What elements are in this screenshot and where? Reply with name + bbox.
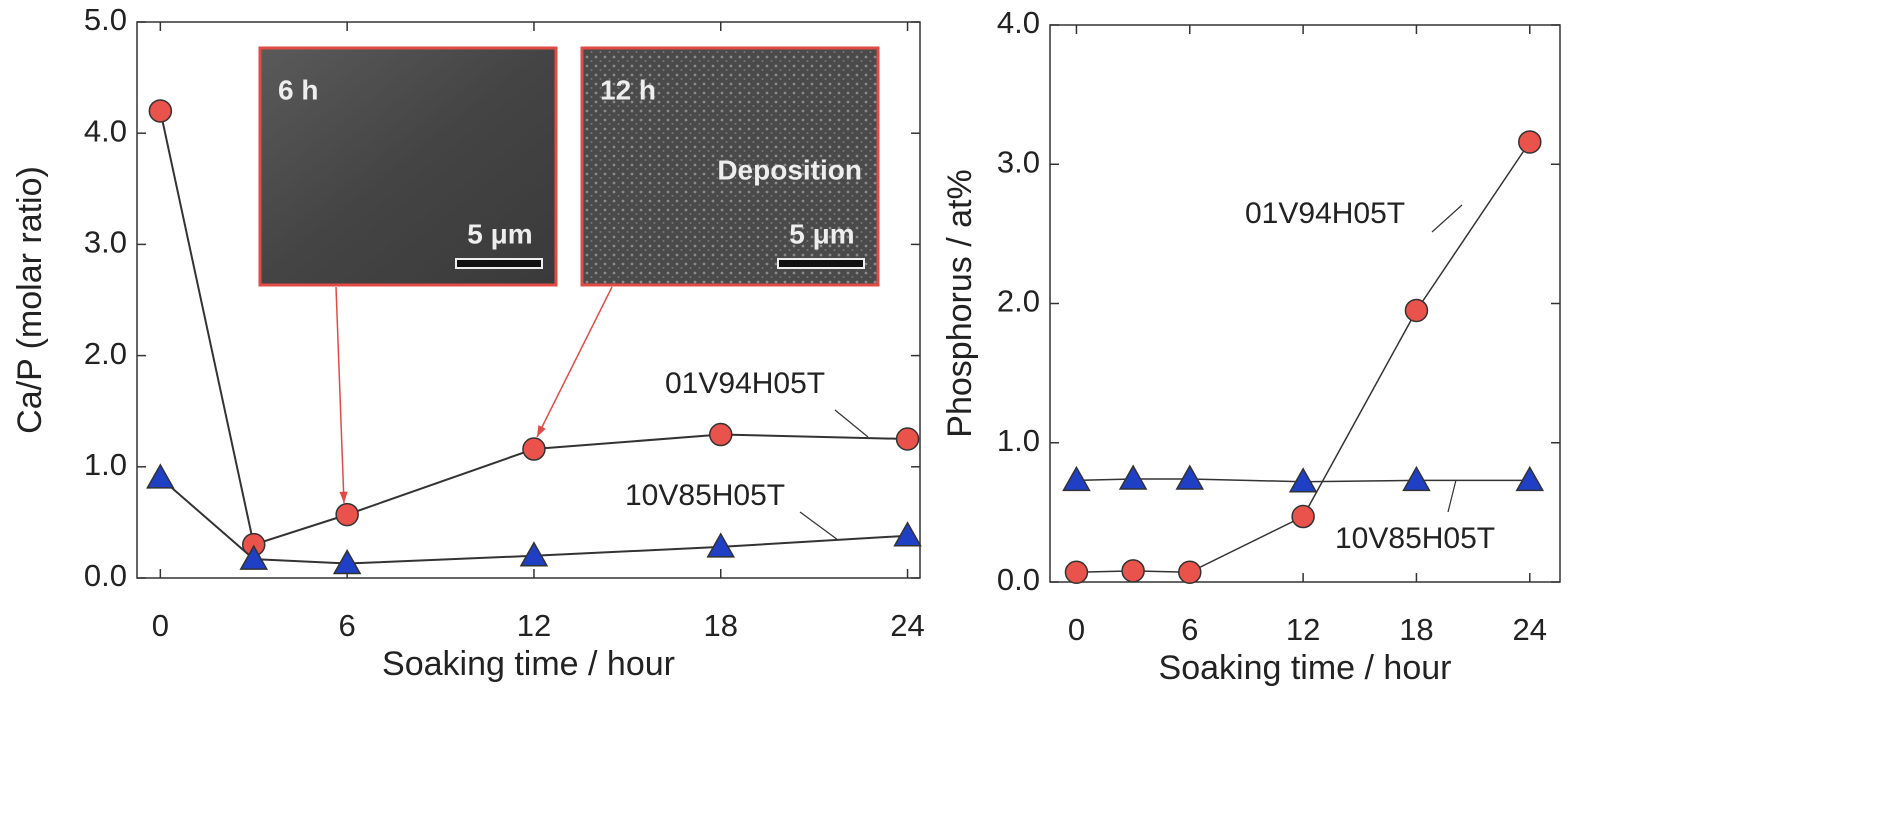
marker: [1402, 465, 1431, 492]
x-tick-label: 12: [517, 608, 551, 643]
marker: [895, 427, 920, 451]
marker: [239, 544, 269, 570]
marker: [1404, 298, 1429, 323]
y-tick-label: 4.0: [84, 113, 127, 148]
marker: [335, 502, 359, 527]
marker: [332, 549, 362, 575]
inset-note: Deposition: [717, 154, 862, 185]
plot-frame: [136, 21, 921, 579]
marker: [1288, 467, 1318, 493]
marker: [1175, 464, 1205, 490]
x-tick-label: 24: [890, 608, 924, 643]
marker: [1178, 560, 1202, 585]
x-tick-label: 24: [1513, 612, 1547, 647]
y-tick-label: 4.0: [997, 5, 1040, 40]
y-axis-label: Ca/P (molar ratio): [11, 166, 49, 434]
series-label: 10V85H05T: [1335, 522, 1495, 555]
x-axis-label: Soaking time / hour: [382, 645, 675, 683]
x-tick-label: 18: [704, 608, 738, 643]
x-tick-label: 6: [339, 608, 356, 643]
inset-label: 6 h: [278, 74, 318, 105]
marker: [1064, 560, 1089, 585]
inset-arrow: [335, 286, 345, 504]
marker: [148, 99, 173, 123]
inset-image: [580, 46, 880, 287]
arrow-head: [339, 491, 348, 503]
series-line: [159, 110, 908, 546]
leader-line: [834, 409, 869, 438]
marker: [708, 422, 733, 447]
y-tick-label: 2.0: [997, 284, 1040, 319]
y-tick-label: 3.0: [84, 225, 127, 260]
x-axis-label: Soaking time / hour: [1159, 649, 1452, 687]
marker: [146, 463, 175, 489]
y-tick-label: 3.0: [997, 144, 1040, 179]
marker: [522, 437, 546, 461]
marker: [893, 521, 922, 547]
leader-line: [1431, 204, 1463, 233]
y-tick-label: 0.0: [84, 558, 127, 593]
inset-scale-label: 5 μm: [789, 218, 854, 249]
marker: [1515, 465, 1545, 492]
x-tick-label: 18: [1399, 612, 1433, 647]
series-line: [1076, 478, 1530, 483]
series-label: 10V85H05T: [625, 479, 785, 512]
marker: [519, 541, 549, 567]
inset-arrow: [536, 286, 613, 438]
y-tick-label: 5.0: [84, 2, 127, 37]
y-tick-label: 1.0: [84, 447, 127, 482]
y-tick-label: 1.0: [997, 423, 1040, 458]
series-line: [159, 477, 908, 565]
inset-scale-label: 5 μm: [467, 218, 532, 249]
marker: [1291, 504, 1315, 529]
leader-line: [1447, 479, 1457, 513]
x-tick-label: 0: [152, 608, 169, 643]
scale-bar: [455, 258, 543, 269]
y-tick-label: 2.0: [84, 336, 127, 371]
inset-label: 12 h: [600, 74, 656, 105]
marker: [1118, 464, 1148, 490]
marker: [1121, 559, 1145, 583]
series-label: 01V94H05T: [1245, 197, 1405, 230]
scale-bar: [777, 258, 865, 269]
marker: [1062, 465, 1091, 492]
inset-image: [258, 46, 558, 287]
series-label: 01V94H05T: [665, 367, 825, 400]
x-tick-label: 12: [1286, 612, 1320, 647]
x-tick-label: 0: [1068, 612, 1085, 647]
leader-line: [799, 511, 839, 541]
marker: [706, 532, 736, 558]
arrow-head: [537, 425, 546, 437]
y-tick-label: 0.0: [997, 562, 1040, 597]
y-axis-label: Phosphorus / at%: [941, 169, 979, 437]
x-tick-label: 6: [1181, 612, 1198, 647]
marker: [1518, 130, 1542, 154]
plot-frame: [1049, 24, 1561, 583]
